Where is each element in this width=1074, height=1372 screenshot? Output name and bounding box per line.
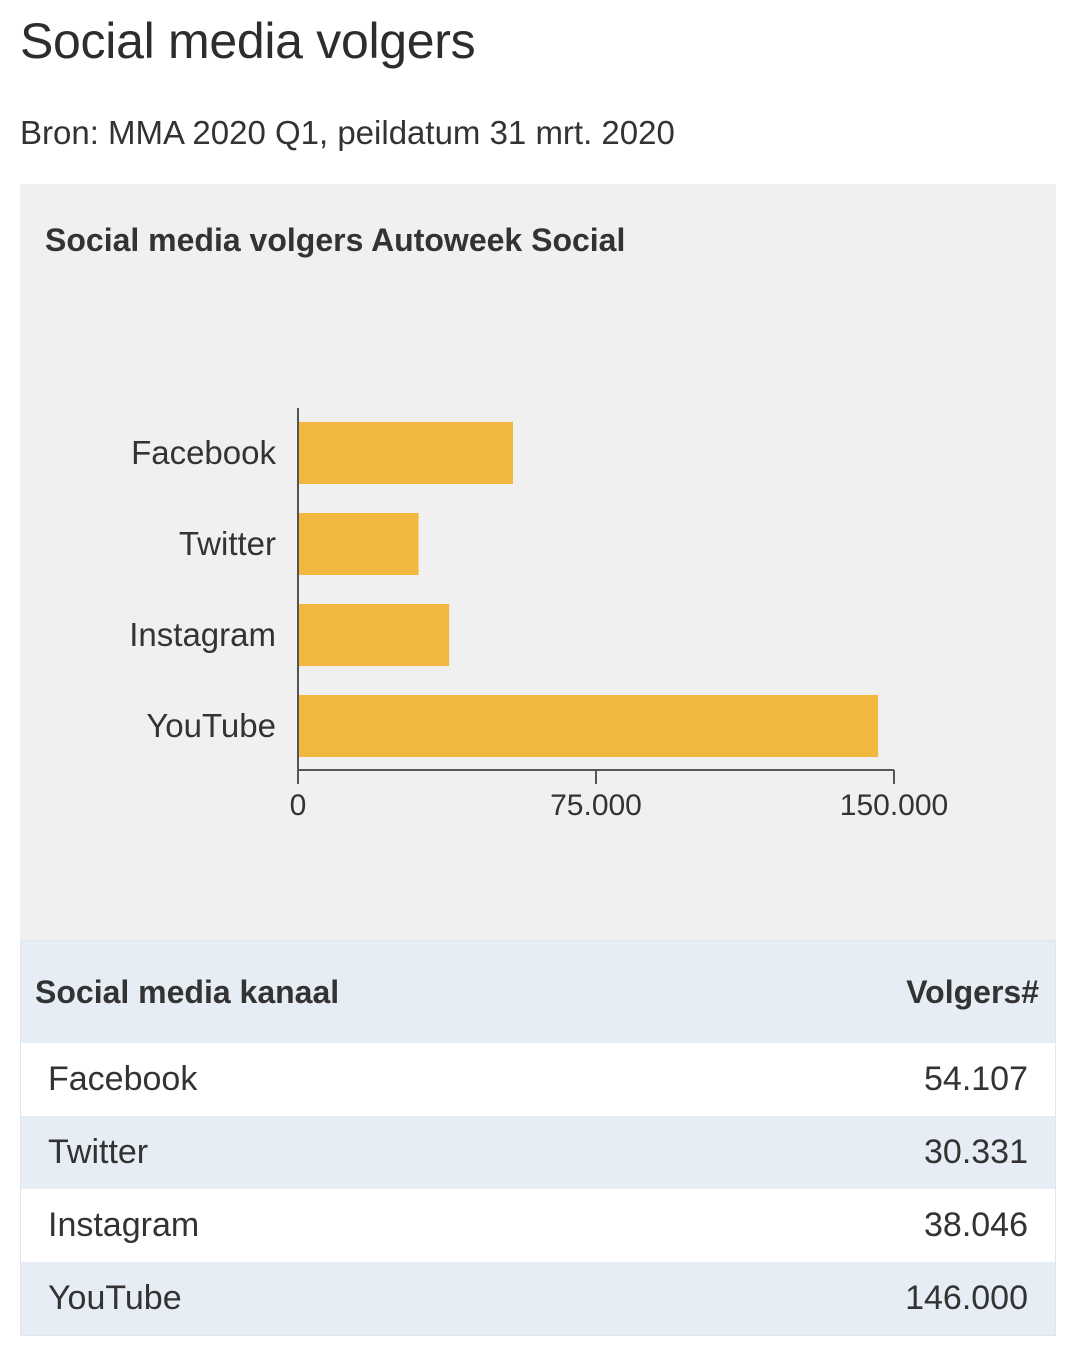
category-label: Instagram bbox=[129, 616, 276, 653]
category-label: Facebook bbox=[131, 434, 276, 471]
chart-title: Social media volgers Autoweek Social bbox=[45, 222, 626, 258]
header-followers: Volgers# bbox=[906, 973, 1039, 1010]
row-channel: Facebook bbox=[48, 1060, 198, 1098]
x-tick-label: 150.000 bbox=[840, 789, 948, 822]
table-row: Instagram 38.046 bbox=[21, 1189, 1055, 1262]
row-followers: 30.331 bbox=[924, 1133, 1028, 1171]
row-followers: 38.046 bbox=[924, 1206, 1028, 1244]
bar-instagram bbox=[299, 604, 450, 666]
bar-youtube bbox=[299, 695, 879, 757]
source-note: Bron: MMA 2020 Q1, peildatum 31 mrt. 202… bbox=[20, 114, 675, 151]
row-followers: 54.107 bbox=[924, 1060, 1028, 1098]
row-channel: Twitter bbox=[48, 1133, 149, 1171]
row-followers: 146.000 bbox=[905, 1279, 1028, 1317]
category-label: YouTube bbox=[146, 707, 276, 744]
data-table: Social media kanaal Volgers# Facebook 54… bbox=[20, 940, 1056, 1336]
row-channel: Instagram bbox=[48, 1206, 200, 1244]
page-title: Social media volgers bbox=[20, 13, 476, 69]
table-header: Social media kanaal Volgers# bbox=[21, 941, 1055, 1043]
x-tick-label: 75.000 bbox=[550, 789, 642, 822]
bar-facebook bbox=[299, 422, 513, 484]
bar-chart: Facebook Twitter Instagram YouTube 0 75.000 15… bbox=[129, 408, 948, 822]
table-row: Twitter 30.331 bbox=[21, 1116, 1055, 1189]
table-row: YouTube 146.000 bbox=[21, 1262, 1055, 1335]
bar-twitter bbox=[299, 513, 419, 575]
category-label: Twitter bbox=[179, 525, 276, 562]
row-channel: YouTube bbox=[48, 1279, 182, 1317]
header-channel: Social media kanaal bbox=[35, 973, 340, 1010]
x-tick-label: 0 bbox=[290, 789, 307, 822]
table-row: Facebook 54.107 bbox=[21, 1043, 1055, 1116]
chart-panel: Social media volgers Autoweek Social Fac… bbox=[20, 184, 1056, 940]
